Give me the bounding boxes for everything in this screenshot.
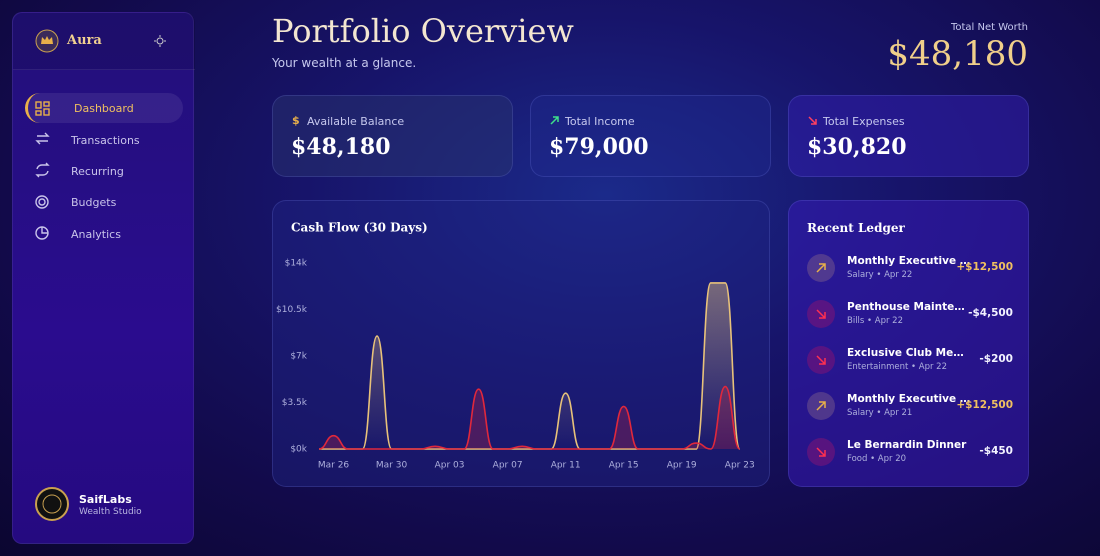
nav-item[interactable]: Dashboard [25, 93, 183, 123]
x-tick-label: Apr 11 [551, 461, 581, 471]
nav-item[interactable]: Budgets [71, 195, 117, 209]
stat-label: Total Income [565, 115, 635, 128]
chart: Cash Flow (30 Days) $0k $3.5k $7k $10.5k $14… [276, 221, 755, 471]
nav-item[interactable]: Transactions [71, 133, 140, 147]
x-tick-label: Apr 23 [725, 461, 755, 471]
x-tick-label: Apr 19 [667, 461, 697, 471]
ledger-meta: Salary • Apr 22 [847, 270, 913, 280]
y-tick-label: $0k [290, 445, 307, 455]
stat-value: $48,180 [291, 134, 391, 160]
ledger-name: Monthly Executive Salary [847, 393, 971, 405]
x-tick-label: Apr 07 [493, 461, 523, 471]
x-tick-label: Mar 26 [318, 461, 350, 471]
stat-icon [550, 116, 559, 125]
ledger-icon [807, 392, 835, 420]
brand-name: Aura [67, 33, 102, 48]
net-worth-label: Total Net Worth [950, 22, 1028, 33]
user-avatar [35, 487, 69, 521]
ledger-name: Penthouse Maintenance [847, 301, 971, 313]
chart-title: Cash Flow (30 Days) [291, 221, 428, 235]
ledger-row[interactable]: Penthouse Maintenance Bills • Apr 22 -$4,5… [807, 295, 1013, 335]
ledger-meta: Entertainment • Apr 22 [847, 362, 947, 372]
ledger-amount: -$450 [979, 445, 1013, 457]
ledger-title: Recent Ledger [807, 221, 905, 235]
ledger-amount: +$12,500 [956, 261, 1013, 273]
nav-item[interactable]: Analytics [71, 227, 121, 241]
nav-item[interactable]: Recurring [71, 164, 124, 178]
ledger-meta: Bills • Apr 22 [847, 316, 903, 326]
ledger-icon [807, 346, 835, 374]
ledger-row[interactable]: Exclusive Club Membership Entertainment •… [807, 341, 1013, 381]
series-line [318, 385, 741, 450]
net-worth: $48,180 [887, 34, 1028, 74]
theme-toggle[interactable] [154, 35, 166, 47]
x-tick-label: Apr 15 [609, 461, 639, 471]
ledger-name: Exclusive Club Membership [847, 347, 971, 359]
user-role: Wealth Studio [79, 507, 142, 517]
sidebar: Aura Dashboard Transactions Recurring Bu… [12, 12, 195, 544]
ledger-amount: -$200 [979, 353, 1013, 365]
page-subtitle: Your wealth at a glance. [272, 56, 417, 70]
y-tick-label: $10.5k [276, 305, 308, 315]
stat-card: Total Expenses $30,820 [788, 95, 1029, 177]
stat-card: $ Available Balance $48,180 [272, 95, 513, 177]
ledger-name: Monthly Executive Salary [847, 255, 971, 267]
user-name: SaifLabs [79, 493, 132, 506]
ledger-meta: Salary • Apr 21 [847, 408, 913, 418]
ledger-card: Recent Ledger Monthly Executive Salary Sa… [788, 200, 1029, 487]
ledger-row[interactable]: Monthly Executive Salary Salary • Apr 22 +… [807, 249, 1013, 289]
stat-value: $30,820 [807, 134, 907, 160]
stat-icon [808, 116, 817, 125]
ledger-amount: -$4,500 [968, 307, 1013, 319]
chart-card: Cash Flow (30 Days) $0k $3.5k $7k $10.5k $14… [272, 200, 770, 487]
ledger-icon [807, 438, 835, 466]
stat-value: $79,000 [549, 134, 649, 160]
ledger-row[interactable]: Monthly Executive Salary Salary • Apr 21 +… [807, 387, 1013, 427]
page-title: Portfolio Overview [272, 12, 574, 50]
y-tick-label: $14k [285, 259, 308, 269]
x-tick-label: Apr 03 [435, 461, 465, 471]
ledger-name: Le Bernardin Dinner [847, 439, 967, 451]
ledger-icon [807, 254, 835, 282]
nav-icons [35, 101, 50, 240]
stat-icon: $ [292, 114, 300, 127]
y-tick-label: $3.5k [282, 398, 308, 408]
stat-label: Available Balance [307, 115, 405, 128]
stat-card: Total Income $79,000 [530, 95, 771, 177]
ledger-row[interactable]: Le Bernardin Dinner Food • Apr 20 -$450 [807, 433, 1013, 473]
ledger-amount: +$12,500 [956, 399, 1013, 411]
ledger-meta: Food • Apr 20 [847, 454, 907, 464]
y-tick-label: $7k [290, 352, 307, 362]
stat-label: Total Expenses [823, 115, 905, 128]
brand-logo [35, 29, 59, 53]
ledger-icon [807, 300, 835, 328]
x-tick-label: Mar 30 [376, 461, 408, 471]
